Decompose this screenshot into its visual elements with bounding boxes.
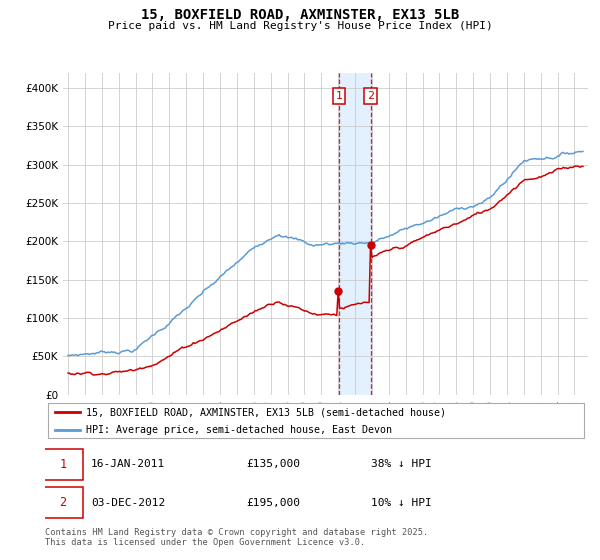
FancyBboxPatch shape xyxy=(48,403,584,438)
Text: 15, BOXFIELD ROAD, AXMINSTER, EX13 5LB (semi-detached house): 15, BOXFIELD ROAD, AXMINSTER, EX13 5LB (… xyxy=(86,407,446,417)
Text: 1: 1 xyxy=(335,91,343,101)
Text: 2: 2 xyxy=(59,496,67,509)
Text: £195,000: £195,000 xyxy=(246,498,300,508)
Text: HPI: Average price, semi-detached house, East Devon: HPI: Average price, semi-detached house,… xyxy=(86,425,392,435)
Text: 2: 2 xyxy=(367,91,374,101)
Text: 03-DEC-2012: 03-DEC-2012 xyxy=(91,498,166,508)
Text: 16-JAN-2011: 16-JAN-2011 xyxy=(91,459,166,469)
FancyBboxPatch shape xyxy=(42,487,83,518)
FancyBboxPatch shape xyxy=(42,449,83,479)
Text: 38% ↓ HPI: 38% ↓ HPI xyxy=(371,459,431,469)
Text: Contains HM Land Registry data © Crown copyright and database right 2025.
This d: Contains HM Land Registry data © Crown c… xyxy=(45,528,428,547)
Text: 15, BOXFIELD ROAD, AXMINSTER, EX13 5LB: 15, BOXFIELD ROAD, AXMINSTER, EX13 5LB xyxy=(141,8,459,22)
Text: 10% ↓ HPI: 10% ↓ HPI xyxy=(371,498,431,508)
Text: 1: 1 xyxy=(59,458,67,470)
Text: £135,000: £135,000 xyxy=(246,459,300,469)
Text: Price paid vs. HM Land Registry's House Price Index (HPI): Price paid vs. HM Land Registry's House … xyxy=(107,21,493,31)
Bar xyxy=(339,73,371,395)
